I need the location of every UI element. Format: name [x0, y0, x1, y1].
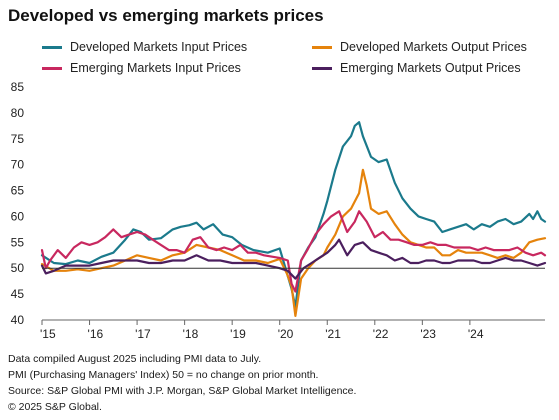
legend-label-emerging-input: Emerging Markets Input Prices [70, 61, 241, 75]
series-line-1 [40, 168, 547, 317]
y-tick-label: 80 [11, 106, 25, 120]
y-tick-label: 40 [11, 313, 25, 327]
legend-item-developed-output: Developed Markets Output Prices [312, 40, 527, 54]
y-tick-label: 55 [11, 235, 25, 249]
legend-label-emerging-output: Emerging Markets Output Prices [340, 61, 521, 75]
x-tick-label: '16 [88, 327, 104, 341]
legend-swatch-developed-output [312, 45, 332, 49]
series-layer [40, 121, 547, 317]
x-tick-label: '23 [420, 327, 436, 341]
y-tick-label: 65 [11, 184, 25, 198]
line-chart: 40 45 50 55 60 65 70 75 80 85 '15 '16 '17 '18 '19 '20 '2… [11, 80, 547, 341]
chart-notes: Data compiled August 2025 including PMI … [8, 351, 356, 415]
series-line-0 [40, 121, 547, 309]
y-tick-label: 85 [11, 80, 25, 94]
x-tick-label: '21 [325, 327, 341, 341]
y-tick-label: 75 [11, 132, 25, 146]
legend-item-emerging-input: Emerging Markets Input Prices [42, 61, 241, 75]
y-tick-label: 45 [11, 287, 25, 301]
x-tick-label: '17 [135, 327, 151, 341]
x-tick-label: '20 [278, 327, 294, 341]
legend-label-developed-input: Developed Markets Input Prices [70, 40, 248, 54]
note-data-compiled: Data compiled August 2025 including PMI … [8, 353, 262, 365]
note-source: Source: S&P Global PMI with J.P. Morgan,… [8, 385, 357, 397]
note-pmi-definition: PMI (Purchasing Managers' Index) 50 = no… [8, 369, 319, 381]
x-tick-label: '15 [40, 327, 56, 341]
series-line-2 [40, 210, 547, 293]
legend-swatch-emerging-output [312, 66, 332, 70]
legend-swatch-developed-input [42, 45, 62, 49]
x-tick-label: '19 [230, 327, 246, 341]
legend-swatch-emerging-input [42, 66, 62, 70]
axis-layer: 40 45 50 55 60 65 70 75 80 85 '15 '16 '17 '18 '19 '20 '2… [11, 80, 545, 341]
x-tick-label: '22 [373, 327, 389, 341]
y-tick-label: 50 [11, 261, 25, 275]
chart-title: Developed vs emerging markets prices [8, 6, 324, 25]
legend-item-emerging-output: Emerging Markets Output Prices [312, 61, 521, 75]
note-copyright: © 2025 S&P Global. [8, 401, 102, 413]
chart-legend: Developed Markets Input Prices Developed… [0, 36, 559, 80]
legend-label-developed-output: Developed Markets Output Prices [340, 40, 527, 54]
legend-item-developed-input: Developed Markets Input Prices [42, 40, 247, 54]
series-line-3 [40, 238, 547, 280]
x-tick-label: '18 [183, 327, 199, 341]
x-tick-label: '24 [468, 327, 484, 341]
y-tick-label: 60 [11, 209, 25, 223]
y-tick-label: 70 [11, 158, 25, 172]
